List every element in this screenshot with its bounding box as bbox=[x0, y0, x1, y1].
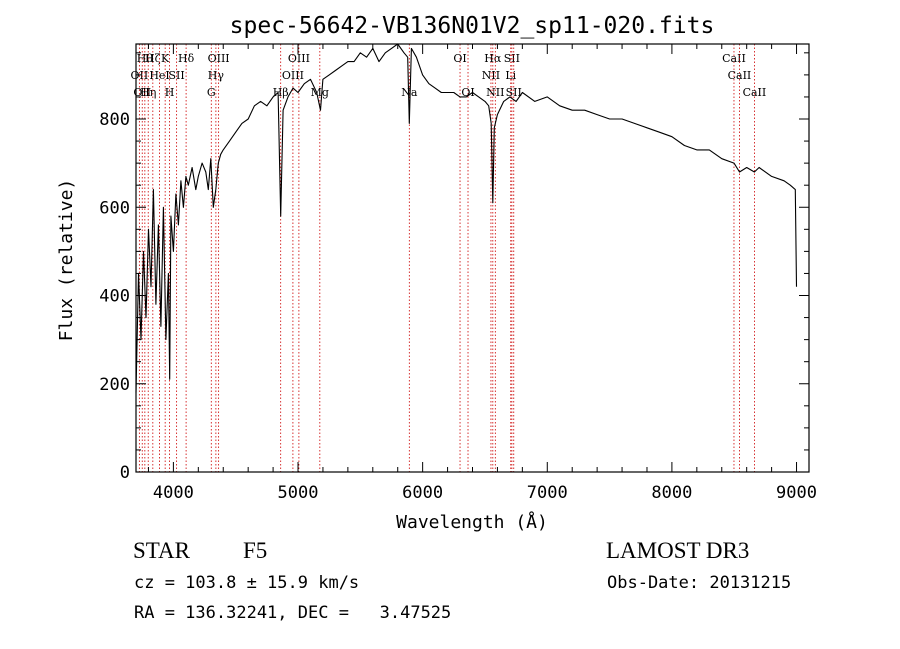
x-tick-label: 8000 bbox=[651, 483, 692, 503]
x-tick-label: 9000 bbox=[776, 483, 817, 503]
line-marker-label: OIII bbox=[282, 69, 304, 82]
line-marker-label: OII bbox=[133, 86, 151, 99]
line-marker-label: H bbox=[165, 86, 175, 99]
line-marker-label: NII bbox=[482, 69, 500, 82]
object-subclass-label: F5 bbox=[243, 538, 268, 563]
y-tick-label: 600 bbox=[99, 198, 130, 218]
line-marker-label: G bbox=[207, 86, 216, 99]
line-marker-label: CaII bbox=[722, 52, 746, 65]
plot-frame bbox=[135, 43, 810, 473]
line-marker-label: CaII bbox=[743, 86, 767, 99]
chart-title: spec-56642-VB136N01V2_sp11-020.fits bbox=[230, 13, 715, 39]
redshift-readout: cz = 103.8 ± 15.9 km/s bbox=[134, 573, 360, 593]
x-tick-label: 5000 bbox=[278, 483, 319, 503]
line-marker-label: Li bbox=[505, 69, 516, 82]
x-tick-label: 4000 bbox=[153, 483, 194, 503]
y-tick-label: 0 bbox=[120, 463, 130, 483]
x-axis-label: Wavelength (Å) bbox=[396, 511, 548, 533]
line-marker-label: Hγ bbox=[208, 69, 225, 82]
line-marker-label: Hβ bbox=[273, 86, 289, 99]
obs-date-readout: Obs-Date: 20131215 bbox=[607, 573, 792, 593]
line-marker-label: SII bbox=[169, 69, 185, 82]
survey-label: LAMOST DR3 bbox=[606, 538, 750, 563]
y-tick-label: 400 bbox=[99, 287, 130, 307]
coordinates-readout: RA = 136.32241, DEC = 3.47525 bbox=[134, 603, 452, 623]
line-marker-label: OI bbox=[461, 86, 474, 99]
line-marker-label: OI bbox=[453, 52, 466, 65]
line-marker-label: NII bbox=[486, 86, 504, 99]
x-tick-label: 7000 bbox=[527, 483, 568, 503]
object-class-label: STAR bbox=[133, 538, 190, 563]
line-marker-label: CaII bbox=[728, 69, 752, 82]
axis-tick-labels: 4000 5000 6000 7000 8000 9000 0 200 400 600 800 bbox=[99, 110, 817, 503]
line-marker-label: K bbox=[161, 52, 170, 65]
line-marker-layer: OII OII Hθ Hη Hζ HeI K H SII Hδ G Hγ OIII Hβ OIII OIII M… bbox=[131, 44, 767, 472]
y-axis-label: Flux (relative) bbox=[56, 179, 77, 342]
line-marker-label: Hη bbox=[140, 86, 156, 99]
line-marker-label: OIII bbox=[208, 52, 230, 65]
line-marker-label: HeI bbox=[149, 69, 169, 82]
axis-ticks bbox=[136, 44, 809, 473]
line-marker-label: SII bbox=[504, 52, 520, 65]
line-marker-label: Mg bbox=[311, 86, 329, 99]
line-marker-label: Hα bbox=[484, 52, 502, 65]
line-marker-label: Hθ bbox=[137, 52, 154, 65]
y-tick-label: 200 bbox=[99, 375, 130, 395]
line-marker-label: Hδ bbox=[178, 52, 195, 65]
line-marker-label: OII bbox=[131, 69, 149, 82]
line-marker-label: OIII bbox=[288, 52, 310, 65]
flux-series-line bbox=[135, 43, 798, 393]
line-marker-label: Na bbox=[401, 86, 418, 99]
y-tick-label: 800 bbox=[99, 110, 130, 130]
line-marker-label: Hζ bbox=[145, 52, 161, 65]
x-tick-label: 6000 bbox=[402, 483, 443, 503]
line-marker-label: SII bbox=[506, 86, 522, 99]
